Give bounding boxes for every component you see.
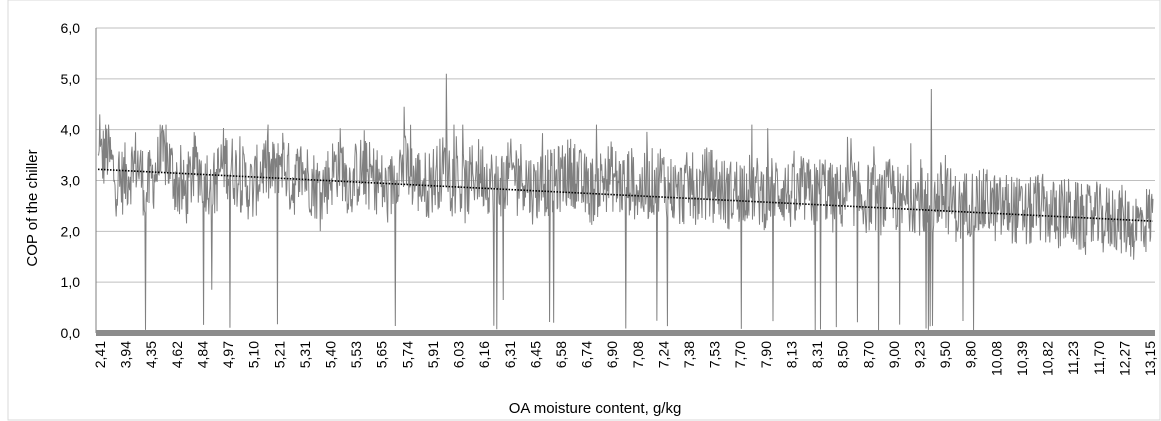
x-tick-label: 11,23 (1065, 341, 1081, 375)
x-tick-label: 9,00 (886, 341, 902, 368)
x-tick-label: 6,31 (502, 341, 518, 368)
x-tick-label: 9,50 (937, 341, 953, 368)
x-tick-label: 7,08 (630, 341, 646, 368)
zero-band-rect (96, 330, 1155, 336)
x-tick-label: 7,90 (758, 341, 774, 368)
x-tick-label: 5,74 (399, 341, 415, 368)
x-tick-label: 6,03 (451, 341, 467, 368)
x-tick-label: 3,94 (118, 341, 134, 368)
x-tick-label: 5,21 (271, 341, 287, 368)
y-tick-label: 1,0 (61, 274, 81, 290)
x-tick-label: 8,13 (784, 341, 800, 368)
x-tick-label: 6,74 (579, 341, 595, 368)
x-tick-label: 11,70 (1091, 341, 1107, 375)
y-tick-label: 0,0 (61, 325, 81, 341)
x-tick-labels: 2,41 3,94 4,35 4,62 4,84 4,97 5,10 5,21 5,31 5,40… (92, 341, 1158, 376)
x-tick-label: 4,97 (220, 341, 236, 368)
x-tick-label: 5,91 (425, 341, 441, 368)
x-tick-label: 5,40 (323, 341, 339, 368)
x-tick-label: 13,15 (1142, 341, 1158, 376)
y-tick-label: 2,0 (61, 223, 81, 239)
x-tick-label: 5,10 (246, 341, 262, 368)
x-tick-label: 7,53 (707, 341, 723, 368)
x-tick-label: 12,27 (1116, 341, 1132, 376)
series-layer (97, 73, 1154, 331)
x-tick-label: 5,31 (297, 341, 313, 368)
y-tick-label: 5,0 (61, 71, 81, 87)
series-line (97, 73, 1154, 331)
y-tick-labels: 0,0 1,0 2,0 3,0 4,0 5,0 6,0 (61, 20, 81, 341)
x-tick-label: 8,70 (860, 341, 876, 368)
trendline (97, 168, 1154, 222)
x-tick-label: 10,08 (988, 341, 1004, 376)
x-tick-label: 8,50 (835, 341, 851, 368)
y-tick-label: 4,0 (61, 122, 81, 138)
y-tick-label: 6,0 (61, 20, 81, 36)
x-tick-label: 6,45 (527, 341, 543, 368)
y-tick-label: 3,0 (61, 173, 81, 189)
x-tick-label: 7,38 (681, 341, 697, 368)
x-tick-label: 7,70 (732, 341, 748, 368)
x-tick-label: 10,82 (1040, 341, 1056, 376)
x-tick-label: 6,90 (604, 341, 620, 368)
x-tick-label: 8,31 (809, 341, 825, 368)
x-tick-label: 9,23 (912, 341, 928, 368)
x-tick-label: 4,62 (169, 341, 185, 368)
trendline-layer (97, 168, 1154, 222)
y-axis-title: COP of the chiller (24, 149, 41, 266)
x-tick-label: 6,16 (476, 341, 492, 368)
zero-band (96, 330, 1155, 336)
x-tick-label: 2,41 (92, 341, 108, 368)
x-tick-label: 5,65 (374, 341, 390, 368)
x-tick-label: 6,58 (553, 341, 569, 368)
chart-border (7, 0, 1161, 421)
x-tick-label: 10,39 (1014, 341, 1030, 376)
x-tick-label: 9,80 (963, 341, 979, 368)
x-tick-label: 4,35 (143, 341, 159, 368)
x-axis-title: OA moisture content, g/kg (509, 400, 682, 417)
x-tick-label: 5,53 (348, 341, 364, 368)
x-tick-label: 4,84 (194, 341, 210, 368)
x-tick-label: 7,24 (655, 341, 671, 368)
